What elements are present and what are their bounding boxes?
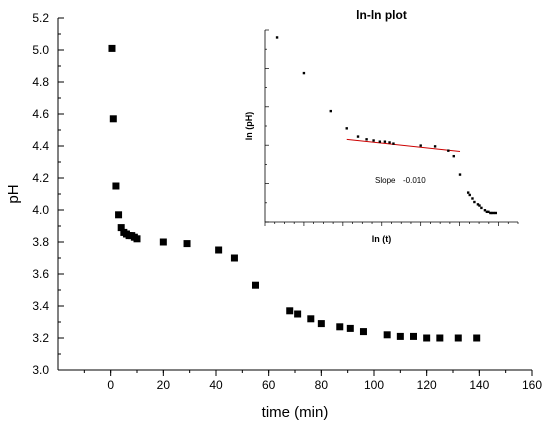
main-data-point bbox=[317, 320, 325, 328]
main-x-tick-label: 60 bbox=[262, 378, 276, 392]
main-data-point bbox=[112, 182, 120, 190]
inset-data-point bbox=[489, 211, 492, 215]
main-y-tick-label: 3.4 bbox=[32, 299, 49, 313]
main-data-point bbox=[359, 328, 367, 336]
main-data-point bbox=[383, 331, 391, 339]
inset-data-point bbox=[447, 149, 450, 152]
inset-data-point bbox=[468, 193, 471, 197]
main-data-point bbox=[252, 281, 259, 289]
main-y-tick-label: 3.6 bbox=[32, 267, 49, 281]
inset-data-point bbox=[365, 138, 368, 141]
main-data-point bbox=[410, 332, 417, 340]
inset-chart: ln-ln plot Slope -0.010 ln (t) ln (pH) bbox=[230, 4, 536, 250]
inset-data-point bbox=[480, 206, 483, 210]
inset-y-axis-label: ln (pH) bbox=[244, 112, 254, 141]
main-data-point bbox=[454, 334, 462, 342]
inset-data-point bbox=[487, 210, 490, 214]
main-chart: 0 20 40 60 80 100 120 140 160 3.0 3.2 3.4 3.6 3.8 4.0… bbox=[5, 11, 542, 421]
inset-data-point bbox=[329, 109, 332, 113]
main-x-tick-label: 0 bbox=[107, 378, 114, 392]
main-data-point bbox=[436, 334, 444, 342]
main-y-tick-label: 4.4 bbox=[32, 139, 49, 153]
main-data-point bbox=[115, 211, 123, 219]
main-data-points bbox=[108, 44, 481, 342]
inset-data-point bbox=[492, 211, 496, 215]
inset-data-point bbox=[419, 144, 422, 147]
main-data-point bbox=[346, 324, 354, 332]
main-data-point bbox=[215, 246, 223, 254]
main-x-tick-label: 80 bbox=[315, 378, 329, 392]
inset-data-point bbox=[302, 71, 306, 75]
inset-data-point bbox=[345, 127, 348, 130]
inset-data-point bbox=[392, 142, 395, 145]
main-y-tick-label: 3.0 bbox=[32, 363, 49, 377]
main-data-point bbox=[307, 315, 315, 323]
main-y-ticks: 3.0 3.2 3.4 3.6 3.8 4.0 4.2 4.4 4.6 4.8 5.0 5.2 bbox=[32, 11, 64, 377]
inset-data-point bbox=[483, 209, 487, 212]
main-x-tick-label: 40 bbox=[209, 378, 223, 392]
inset-data-point bbox=[433, 145, 437, 148]
main-data-point bbox=[294, 310, 302, 318]
inset-data-point bbox=[490, 211, 494, 215]
inset-data-point bbox=[466, 191, 470, 194]
inset-slope-value: -0.010 bbox=[403, 176, 426, 185]
main-y-tick-label: 4.0 bbox=[32, 203, 49, 217]
main-data-point bbox=[183, 240, 191, 248]
main-y-tick-label: 5.0 bbox=[32, 43, 49, 57]
main-data-point bbox=[423, 334, 431, 342]
main-x-axis-label: time (min) bbox=[262, 404, 329, 421]
inset-data-point bbox=[478, 204, 481, 207]
main-data-point bbox=[336, 323, 344, 331]
inset-data-point bbox=[383, 140, 387, 143]
main-data-point bbox=[108, 44, 116, 52]
main-data-point bbox=[117, 224, 125, 232]
inset-data-point bbox=[471, 197, 474, 200]
inset-fit-line bbox=[346, 138, 461, 152]
main-y-tick-label: 5.2 bbox=[32, 11, 49, 25]
main-data-point bbox=[230, 254, 238, 262]
main-y-tick-label: 4.6 bbox=[32, 107, 49, 121]
main-y-tick-label: 4.8 bbox=[32, 75, 49, 89]
inset-data-points bbox=[275, 36, 498, 215]
inset-data-point bbox=[494, 211, 498, 215]
inset-data-point bbox=[378, 140, 382, 143]
inset-title: ln-ln plot bbox=[356, 8, 407, 22]
inset-y-ticks bbox=[265, 29, 269, 223]
main-x-tick-label: 160 bbox=[522, 378, 542, 392]
inset-data-point bbox=[458, 173, 462, 176]
inset-data-point bbox=[473, 200, 476, 204]
inset-data-point bbox=[476, 203, 480, 206]
main-data-point bbox=[133, 235, 141, 243]
inset-slope-label: Slope bbox=[375, 176, 396, 185]
main-y-axis-label: pH bbox=[5, 184, 22, 203]
main-y-tick-label: 3.2 bbox=[32, 331, 49, 345]
main-data-point bbox=[396, 332, 404, 340]
main-y-tick-label: 4.2 bbox=[32, 171, 49, 185]
main-x-tick-label: 20 bbox=[157, 378, 171, 392]
main-data-point bbox=[109, 115, 117, 123]
inset-background bbox=[230, 4, 536, 250]
main-x-tick-label: 120 bbox=[417, 378, 437, 392]
inset-x-ticks bbox=[264, 222, 519, 226]
main-data-point bbox=[286, 307, 294, 315]
inset-data-point bbox=[452, 154, 455, 158]
main-x-tick-label: 100 bbox=[364, 378, 384, 392]
inset-data-point bbox=[388, 141, 391, 144]
inset-data-point bbox=[356, 135, 360, 138]
main-x-tick-label: 140 bbox=[469, 378, 489, 392]
inset-data-point bbox=[275, 36, 279, 39]
inset-data-point bbox=[485, 210, 489, 214]
main-data-point bbox=[159, 238, 167, 246]
main-data-point bbox=[473, 334, 481, 342]
inset-data-point bbox=[372, 139, 375, 142]
main-x-ticks: 0 20 40 60 80 100 120 140 160 bbox=[83, 370, 542, 392]
inset-x-axis-label: ln (t) bbox=[372, 234, 392, 244]
main-y-tick-label: 3.8 bbox=[32, 235, 49, 249]
